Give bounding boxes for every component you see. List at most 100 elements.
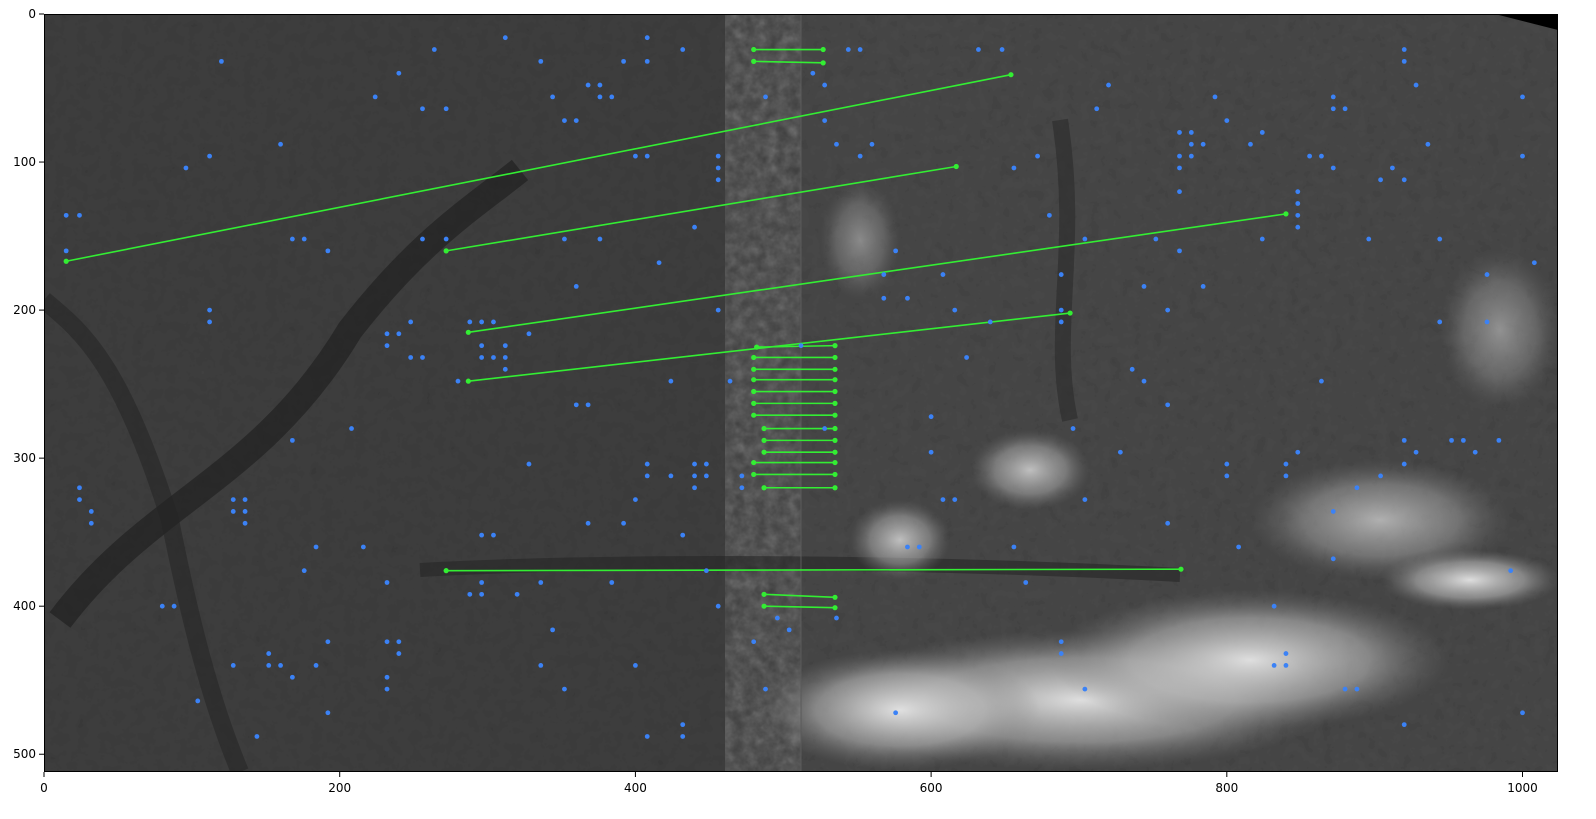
keypoint: [502, 355, 508, 360]
keypoint: [633, 663, 638, 668]
keypoint: [573, 402, 579, 408]
keypoint: [597, 82, 603, 88]
keypoint: [881, 272, 887, 277]
match-endpoint: [1283, 211, 1289, 217]
match-endpoint: [1067, 310, 1073, 316]
keypoint: [1520, 710, 1525, 716]
keypoint: [550, 94, 556, 100]
keypoint: [396, 651, 402, 656]
keypoint: [715, 177, 721, 183]
keypoint: [1342, 106, 1348, 112]
keypoint: [514, 591, 520, 597]
keypoint: [1283, 461, 1289, 467]
keypoint: [1330, 509, 1336, 514]
keypoint: [680, 47, 686, 52]
match-endpoint: [832, 437, 838, 443]
keypoint: [1094, 106, 1100, 112]
match-endpoint: [761, 449, 767, 455]
keypoint: [1188, 141, 1194, 147]
keypoint: [715, 307, 721, 313]
keypoint: [502, 366, 508, 372]
keypoint: [822, 426, 828, 431]
keypoint: [278, 663, 283, 668]
y-tick-label: 300: [13, 451, 36, 465]
keypoint: [905, 544, 910, 550]
keypoint: [1295, 212, 1301, 218]
keypoint: [834, 141, 839, 147]
x-axis: 0 200 400 600 800 1000: [40, 772, 1538, 795]
match-pair: [443, 163, 959, 254]
keypoint: [668, 378, 674, 384]
keypoint: [1212, 94, 1218, 100]
match-pair: [761, 591, 838, 600]
keypoint: [384, 686, 390, 692]
keypoint: [207, 153, 212, 159]
keypoint: [893, 710, 899, 716]
keypoint: [644, 734, 650, 739]
keypoint: [479, 319, 485, 325]
keypoint: [1271, 663, 1277, 668]
keypoint: [254, 734, 260, 739]
keypoint: [928, 414, 934, 420]
keypoint: [479, 355, 485, 360]
keypoint: [1177, 248, 1182, 254]
keypoint: [1058, 319, 1064, 325]
keypoint: [1165, 520, 1171, 526]
keypoint: [266, 651, 272, 656]
keypoint: [585, 82, 591, 88]
keypoint: [1401, 47, 1407, 52]
keypoint: [668, 473, 674, 479]
keypoint: [1046, 212, 1052, 218]
match-pair: [754, 343, 838, 350]
keypoint: [1224, 473, 1230, 479]
match-endpoint: [953, 163, 959, 170]
keypoint: [1378, 177, 1383, 183]
keypoint: [1177, 153, 1182, 159]
keypoint: [928, 449, 934, 455]
y-tick-label: 100: [13, 155, 36, 169]
match-endpoint: [832, 343, 838, 349]
keypoint: [479, 343, 485, 349]
match-endpoint: [832, 412, 838, 418]
keypoint: [703, 568, 709, 574]
keypoint: [1082, 686, 1088, 692]
keypoint: [1058, 272, 1064, 277]
keypoint: [1023, 580, 1029, 585]
keypoint: [1508, 568, 1514, 574]
axes-frame: [44, 14, 1558, 772]
keypoint: [396, 331, 402, 337]
keypoint: [1319, 378, 1324, 384]
keypoint: [1413, 82, 1419, 88]
keypoint: [1401, 461, 1407, 467]
keypoint: [680, 734, 686, 739]
match-endpoint: [751, 366, 757, 372]
keypoint: [1354, 686, 1360, 692]
keypoint: [384, 674, 390, 680]
keypoint: [171, 603, 177, 609]
match-line: [446, 568, 1181, 572]
keypoint: [159, 603, 165, 609]
keypoint: [1401, 722, 1407, 728]
match-endpoint: [465, 329, 471, 335]
keypoint: [1472, 449, 1478, 455]
keypoint: [964, 355, 969, 360]
keypoint: [562, 686, 567, 692]
keypoint: [952, 497, 958, 502]
keypoint: [396, 70, 402, 76]
keypoint: [420, 236, 425, 242]
match-pair: [751, 366, 838, 372]
keypoint: [1058, 639, 1064, 645]
keypoint: [1531, 260, 1537, 266]
keypoint: [301, 236, 307, 242]
match-pair: [751, 412, 838, 418]
keypoint: [893, 248, 899, 254]
keypoint: [680, 722, 686, 728]
match-endpoint: [754, 344, 760, 350]
keypoint: [1271, 603, 1277, 609]
keypoint: [1035, 153, 1040, 159]
keypoint: [491, 355, 496, 360]
keypoint: [1117, 449, 1123, 455]
match-pair: [751, 377, 838, 383]
match-endpoint: [832, 449, 838, 455]
